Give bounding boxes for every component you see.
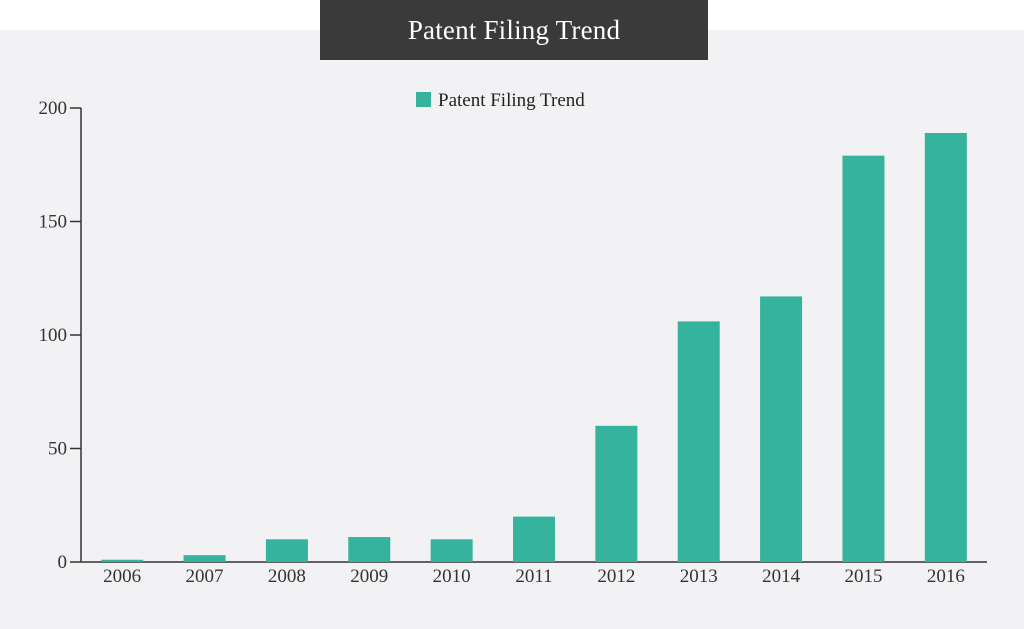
bar-2016 — [924, 132, 967, 562]
bar-2010 — [430, 539, 473, 562]
legend: Patent Filing Trend — [416, 90, 585, 111]
x-tick-label: 2009 — [350, 566, 388, 587]
bars — [101, 132, 967, 563]
y-axis-ticks: 0 50 100 150 200 — [39, 98, 81, 573]
bar-2015 — [842, 155, 885, 563]
x-tick-label: 2015 — [844, 566, 882, 587]
x-tick-label: 2016 — [927, 566, 965, 587]
legend-swatch — [416, 92, 431, 107]
x-tick-label: 2006 — [103, 566, 141, 587]
y-tick-label: 50 — [48, 439, 67, 460]
x-tick-label: 2008 — [268, 566, 306, 587]
x-tick-label: 2012 — [597, 566, 635, 587]
x-tick-label: 2013 — [680, 566, 718, 587]
x-tick-label: 2011 — [515, 566, 552, 587]
x-tick-label: 2010 — [433, 566, 471, 587]
x-tick-label: 2014 — [762, 566, 801, 587]
y-tick-label: 200 — [39, 98, 68, 119]
bar-2014 — [760, 296, 803, 562]
bar-2008 — [265, 539, 308, 562]
bar-2011 — [513, 516, 555, 562]
bar-2007 — [183, 555, 226, 562]
bar-2006 — [101, 559, 144, 562]
x-axis-ticks: 2006 2007 2008 2009 2010 2011 2012 2013 2014 2015… — [103, 566, 965, 587]
y-tick-label: 150 — [39, 212, 68, 233]
y-tick-label: 0 — [58, 552, 68, 573]
bar-2009 — [348, 537, 391, 562]
bar-2012 — [595, 425, 638, 562]
bar-2013 — [677, 321, 720, 562]
legend-label: Patent Filing Trend — [438, 90, 585, 111]
x-tick-label: 2007 — [186, 566, 224, 587]
y-tick-label: 100 — [39, 325, 68, 346]
chart-title: Patent Filing Trend — [320, 0, 708, 60]
